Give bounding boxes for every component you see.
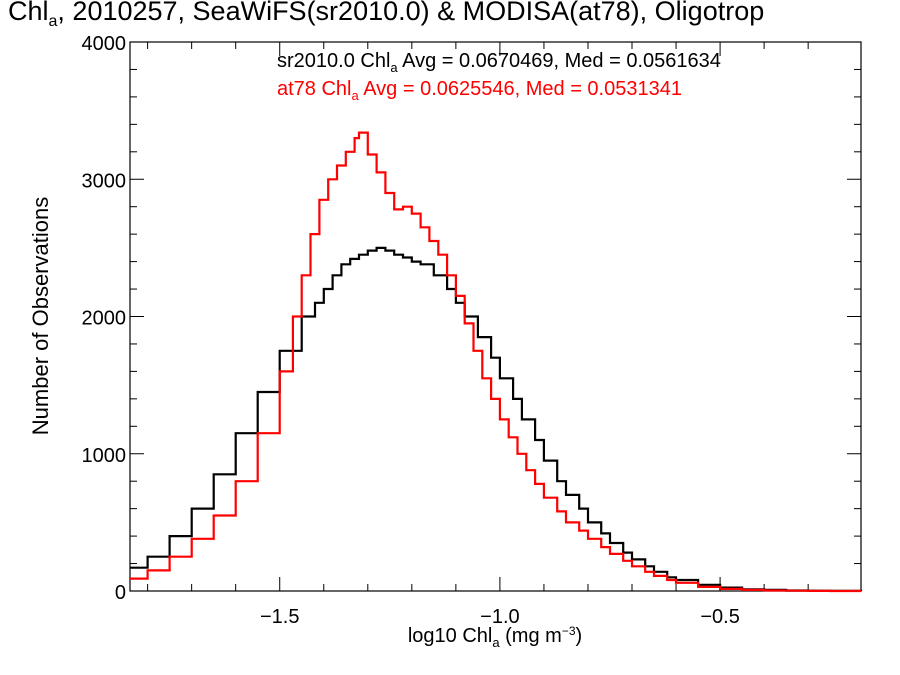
legend-subscript: a	[390, 60, 398, 75]
axis-tick-labels: 0 1000 2000 3000 4000 −1.5 −1.0 −0.5	[82, 33, 740, 628]
legend-stats: Avg = 0.0625546, Med = 0.0531341	[358, 78, 682, 100]
title-subscript: a	[48, 13, 58, 30]
xlabel-units: (mg m	[499, 625, 562, 647]
series-layer	[130, 131, 863, 593]
plot-border	[129, 41, 862, 592]
title-rest: , 2010257, SeaWiFS(sr2010.0) & MODISA(at…	[57, 0, 765, 26]
title-prefix: Chl	[8, 0, 49, 26]
x-tick-label: −0.5	[700, 606, 739, 628]
legend-entry-at78: at78 Chla Avg = 0.0625546, Med = 0.05313…	[277, 78, 682, 103]
legend-subscript: a	[351, 88, 359, 103]
x-tick-label: −1.0	[480, 606, 519, 628]
legend-prefix: at78 Chl	[277, 78, 352, 100]
xlabel-end: )	[575, 625, 583, 647]
plot-frame	[129, 41, 862, 592]
y-axis-label: Number of Observations	[28, 196, 53, 436]
legend-stats: Avg = 0.0670469, Med = 0.0561634	[397, 50, 721, 72]
y-tick-label: 2000	[82, 308, 127, 330]
y-tick-label: 4000	[82, 33, 127, 55]
x-tick-label: −1.5	[260, 606, 299, 628]
series-line-at78	[130, 131, 861, 593]
y-tick-label: 0	[115, 582, 126, 604]
axis-ticks	[130, 41, 861, 592]
x-axis-label: log10 Chla (mg m−3)	[408, 624, 582, 650]
legend-entry-sr2010: sr2010.0 Chla Avg = 0.0670469, Med = 0.0…	[277, 50, 721, 75]
xlabel-subscript: a	[492, 635, 500, 650]
series-line-sr2010-0	[130, 246, 863, 592]
xlabel-superscript: −3	[561, 624, 576, 638]
xlabel-prefix: log10 Chl	[407, 625, 493, 647]
y-tick-label: 1000	[82, 445, 127, 467]
y-tick-label: 3000	[82, 170, 127, 192]
legend-prefix: sr2010.0 Chl	[277, 50, 391, 72]
chart-title: Chla, 2010257, SeaWiFS(sr2010.0) & MODIS…	[8, 0, 764, 31]
